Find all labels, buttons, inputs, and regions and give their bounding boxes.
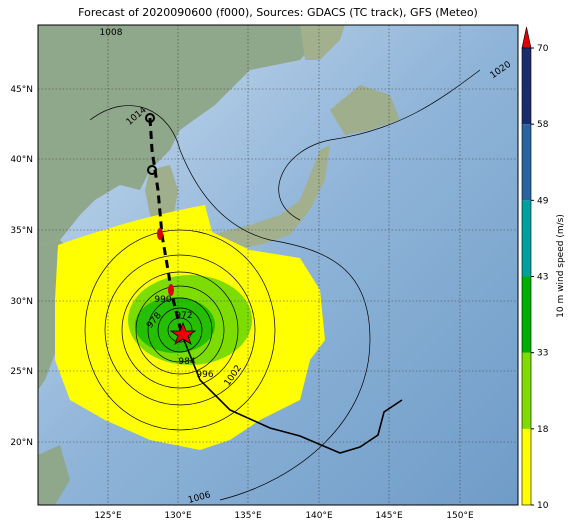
colorbar-tick-label: 18 [537, 425, 549, 435]
colorbar-segment [522, 124, 531, 201]
colorbar-tick-label: 43 [537, 273, 548, 283]
contour-label: 1008 [100, 28, 123, 38]
lat-label: 20°N [10, 438, 33, 448]
contour-label: 972 [175, 311, 192, 321]
wind-area-green [135, 297, 215, 353]
track-point [157, 228, 163, 240]
lon-label: 135°E [234, 511, 262, 521]
colorbar-label: 10 m wind speed (m/s) [556, 214, 566, 318]
lat-label: 35°N [10, 226, 33, 236]
colorbar-segment [522, 200, 531, 277]
lat-label: 25°N [10, 367, 33, 377]
land-hokkaido [330, 85, 400, 135]
colorbar-extend [521, 26, 532, 49]
contour-label: 990 [154, 295, 171, 305]
colorbar: 10 18 33 43 49 58 70 [521, 26, 549, 511]
graticule [38, 25, 518, 505]
lon-label: 125°E [94, 511, 122, 521]
track-point [168, 284, 174, 296]
lat-label: 45°N [10, 85, 33, 95]
lat-label: 30°N [10, 297, 33, 307]
land-sakhalin [300, 25, 345, 60]
contour-label: 984 [178, 357, 195, 367]
colorbar-segment [522, 48, 531, 125]
lon-label: 130°E [164, 511, 192, 521]
colorbar-tick-label: 58 [537, 120, 549, 130]
track-point [147, 165, 157, 175]
colorbar-segment [522, 352, 531, 429]
colorbar-tick-label: 33 [537, 349, 548, 359]
lat-label: 40°N [10, 155, 33, 165]
title: Forecast of 2020090600 (f000), Sources: … [78, 6, 478, 19]
land-philippines [38, 445, 70, 505]
colorbar-segment [522, 428, 531, 505]
lon-label: 150°E [446, 511, 474, 521]
track-past [181, 334, 403, 454]
colorbar-tick-label: 10 [537, 501, 549, 511]
contour-label: 996 [196, 370, 213, 380]
colorbar-tick-label: 49 [537, 196, 549, 206]
lon-label: 140°E [305, 511, 333, 521]
storm-center [169, 321, 197, 345]
map-area [38, 25, 518, 505]
land-mainland [38, 25, 330, 245]
colorbar-tick-label: 70 [537, 44, 549, 54]
land-japan [180, 145, 330, 260]
lon-label: 145°E [375, 511, 403, 521]
colorbar-segment [522, 276, 531, 353]
track-point [145, 113, 155, 123]
map-frame [37, 24, 519, 506]
isobars [84, 69, 481, 501]
